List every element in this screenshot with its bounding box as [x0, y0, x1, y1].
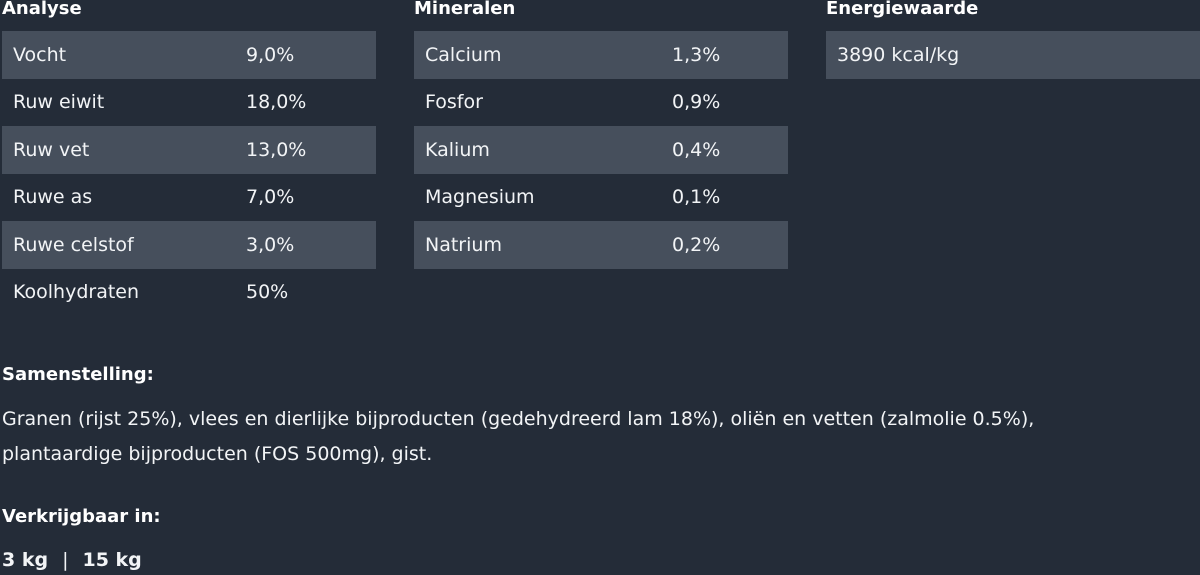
- size-option: 15 kg: [82, 549, 142, 571]
- row-label: Calcium: [425, 43, 502, 66]
- verkrijgbaar-title: Verkrijgbaar in:: [2, 506, 161, 527]
- energiewaarde-value: 3890 kcal/kg: [837, 43, 960, 66]
- row-label: Vocht: [13, 43, 67, 66]
- row-label: Ruw eiwit: [13, 91, 105, 114]
- table-row: Koolhydraten 50%: [2, 269, 376, 317]
- table-row: Vocht 9,0%: [2, 31, 376, 79]
- row-value: 18,0%: [246, 91, 307, 114]
- row-label: Fosfor: [425, 91, 483, 114]
- analyse-table: Analyse Vocht 9,0% Ruw eiwit 18,0% Ruw v…: [2, 0, 376, 316]
- row-value: 13,0%: [246, 138, 307, 161]
- row-value: 0,1%: [672, 186, 721, 209]
- table-row: Fosfor 0,9%: [414, 79, 788, 127]
- mineralen-table: Mineralen Calcium 1,3% Fosfor 0,9% Kaliu…: [414, 0, 788, 269]
- row-value: 1,3%: [672, 43, 721, 66]
- row-value: 50%: [246, 281, 289, 304]
- row-value: 0,2%: [672, 233, 721, 256]
- row-label: Kalium: [425, 138, 490, 161]
- row-value: 3,0%: [246, 233, 295, 256]
- table-row: Ruwe as 7,0%: [2, 174, 376, 222]
- row-label: Ruwe as: [13, 186, 93, 209]
- table-row: Ruw vet 13,0%: [2, 126, 376, 174]
- energiewaarde-table: Energiewaarde 3890 kcal/kg: [826, 0, 1200, 79]
- row-label: Ruw vet: [13, 138, 90, 161]
- table-row: Ruwe celstof 3,0%: [2, 221, 376, 269]
- row-value: 9,0%: [246, 43, 295, 66]
- analyse-title: Analyse: [2, 0, 82, 19]
- row-value: 0,9%: [672, 91, 721, 114]
- samenstelling-title: Samenstelling:: [2, 364, 154, 385]
- size-option: 3 kg: [2, 549, 49, 571]
- row-value: 7,0%: [246, 186, 295, 209]
- row-label: Ruwe celstof: [13, 233, 134, 256]
- samenstelling-text: Granen (rijst 25%), vlees en dierlijke b…: [2, 408, 1035, 465]
- table-row: Calcium 1,3%: [414, 31, 788, 79]
- energiewaarde-title: Energiewaarde: [826, 0, 979, 19]
- size-separator: |: [62, 549, 69, 571]
- row-label: Natrium: [425, 233, 502, 256]
- table-row: Ruw eiwit 18,0%: [2, 79, 376, 127]
- mineralen-title: Mineralen: [414, 0, 516, 19]
- table-row: 3890 kcal/kg: [826, 31, 1200, 79]
- row-label: Magnesium: [425, 186, 535, 209]
- table-row: Magnesium 0,1%: [414, 174, 788, 222]
- table-row: Kalium 0,4%: [414, 126, 788, 174]
- available-sizes: 3 kg | 15 kg: [2, 549, 142, 571]
- row-label: Koolhydraten: [13, 281, 140, 304]
- row-value: 0,4%: [672, 138, 721, 161]
- table-row: Natrium 0,2%: [414, 221, 788, 269]
